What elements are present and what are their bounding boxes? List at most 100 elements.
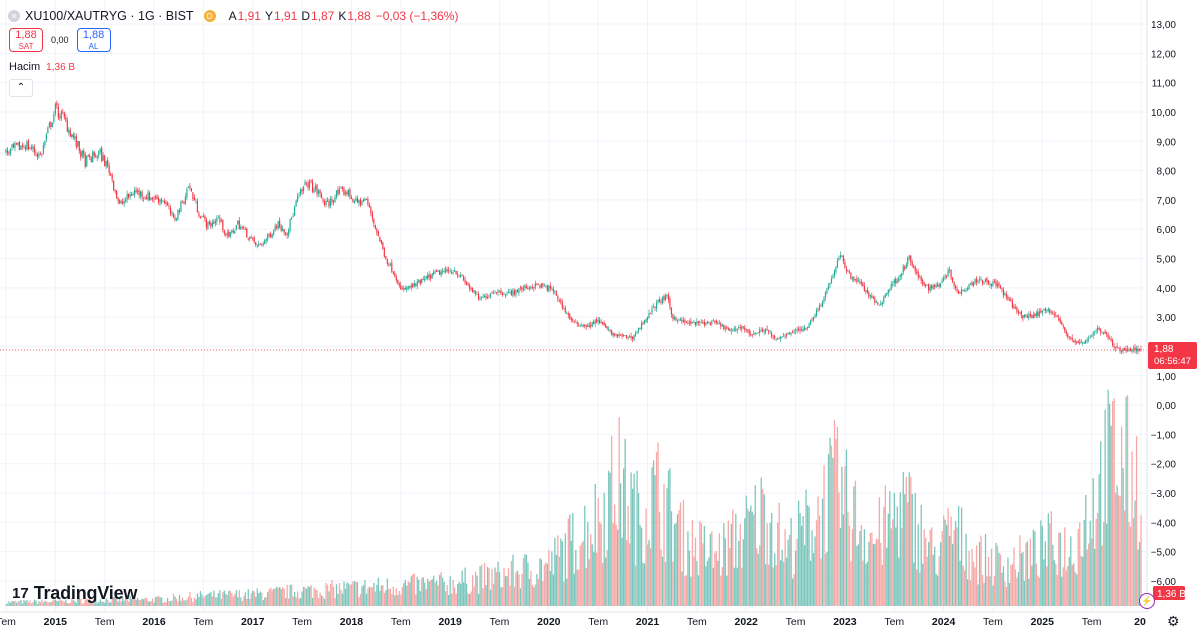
volume-bar — [1077, 528, 1079, 606]
symbol-title[interactable]: XU100/XAUTRYG · 1G · BIST — [25, 9, 194, 23]
volume-bar — [1011, 563, 1014, 606]
volume-bar — [89, 597, 91, 606]
volume-bar — [147, 601, 149, 606]
volume-bar — [252, 590, 254, 606]
volume-bar — [294, 591, 296, 606]
candle — [836, 260, 839, 268]
volume-bar — [65, 599, 67, 606]
tradingview-logo[interactable]: 17 TradingView — [12, 583, 137, 604]
candle — [1071, 337, 1073, 341]
candle — [972, 282, 975, 286]
volume-bar — [887, 513, 889, 606]
volume-bar — [860, 525, 863, 606]
volume-bar — [669, 468, 671, 606]
buy-button[interactable]: 1,88 AL — [76, 28, 111, 52]
collapse-chevron-icon[interactable]: ⌃ — [9, 79, 33, 97]
volume-bar — [597, 498, 599, 606]
candle — [163, 201, 166, 204]
volume-bar — [521, 573, 523, 606]
candle — [175, 218, 178, 221]
candle — [787, 333, 789, 335]
data-status-badge[interactable]: D — [203, 10, 216, 22]
candle — [663, 296, 665, 300]
x-tick-label: 2015 — [44, 616, 68, 628]
candle — [6, 150, 9, 153]
candle — [762, 329, 764, 332]
volume-bar — [440, 571, 442, 606]
volume-bar — [30, 603, 33, 606]
volume-bar — [539, 558, 541, 606]
volume-bar — [404, 579, 406, 606]
volume-bar — [228, 590, 230, 606]
volume-bar — [14, 600, 16, 606]
candle — [630, 336, 632, 338]
volume-bar — [307, 585, 309, 606]
volume-bar — [658, 511, 661, 606]
candle — [476, 294, 478, 295]
candle — [869, 295, 871, 297]
volume-bar — [847, 511, 849, 606]
candle — [8, 152, 10, 155]
volume-bar — [261, 592, 263, 606]
candle — [446, 269, 448, 272]
volume-bar — [759, 545, 761, 606]
candle — [756, 333, 758, 335]
volume-bar — [199, 591, 202, 606]
volume-bar — [543, 564, 546, 606]
volume-bar — [803, 545, 806, 606]
candle — [657, 300, 659, 302]
volume-bar — [972, 561, 975, 606]
candle — [811, 319, 813, 321]
volume-bar — [1065, 570, 1067, 606]
settings-gear-icon[interactable]: ⚙ — [1167, 613, 1180, 629]
candle — [259, 243, 261, 245]
candle — [981, 280, 984, 284]
candle — [389, 263, 391, 265]
candle — [494, 292, 496, 294]
volume-bar — [670, 511, 673, 606]
volume-legend[interactable]: Hacim 1,36 B — [9, 61, 75, 73]
high-label: Y — [264, 9, 273, 23]
volume-bar — [60, 600, 63, 606]
volume-bar — [708, 557, 710, 606]
candle — [468, 284, 471, 289]
candle — [1043, 309, 1045, 310]
volume-bar — [581, 542, 583, 606]
candle — [617, 334, 619, 337]
x-tick-label: Tem — [687, 616, 707, 628]
volume-bar — [1138, 542, 1141, 606]
volume-bar — [914, 492, 916, 606]
candle — [829, 282, 831, 285]
volume-bar — [920, 504, 922, 606]
candle — [733, 328, 735, 331]
volume-bar — [676, 514, 679, 606]
candle — [151, 197, 154, 199]
candle — [1058, 317, 1060, 321]
candle — [847, 270, 849, 272]
volume-bar — [419, 591, 421, 606]
candle — [714, 321, 716, 322]
volume-bar — [297, 591, 299, 606]
candle — [12, 143, 15, 148]
candle — [308, 181, 311, 188]
volume-bar — [1107, 389, 1109, 606]
volume-bar — [241, 601, 243, 606]
volume-bar — [630, 472, 632, 606]
candle — [615, 334, 617, 336]
volume-bar — [424, 582, 426, 606]
volume-bar — [923, 529, 925, 606]
sell-button[interactable]: 1,88 SAT — [9, 28, 43, 52]
candle — [856, 278, 858, 283]
candle — [860, 281, 862, 285]
volume-bar — [790, 517, 792, 606]
volume-bar — [917, 524, 919, 606]
candle — [859, 281, 861, 283]
candle — [406, 287, 408, 291]
candle — [754, 333, 756, 334]
candle — [189, 186, 191, 188]
candle — [33, 146, 36, 153]
bolt-icon[interactable]: ⚡ — [1139, 593, 1155, 609]
candle — [457, 274, 459, 276]
volume-bar — [1032, 529, 1035, 606]
